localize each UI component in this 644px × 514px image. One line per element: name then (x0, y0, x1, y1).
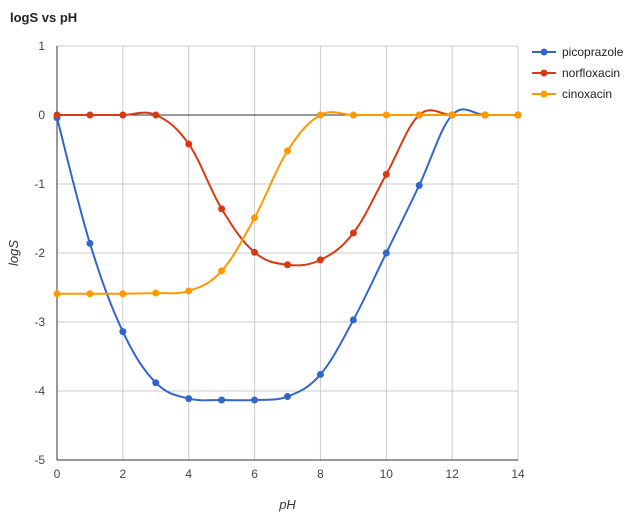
data-point (284, 147, 291, 155)
data-point (349, 111, 357, 119)
data-point (382, 249, 390, 257)
data-point (415, 111, 423, 119)
data-point (218, 205, 226, 213)
data-point (251, 214, 259, 222)
data-point (185, 395, 193, 403)
y-axis-title: logS (6, 240, 21, 266)
x-tick-label: 8 (317, 467, 324, 481)
legend-swatch-dot (540, 48, 548, 56)
x-tick-label: 0 (54, 467, 61, 481)
legend-label: picoprazole (562, 45, 624, 59)
x-tick-label: 10 (380, 467, 394, 481)
data-point (349, 316, 357, 324)
data-point (53, 111, 61, 119)
data-point (119, 290, 127, 298)
data-point (349, 229, 357, 237)
data-point (152, 379, 160, 387)
x-tick-label: 4 (185, 467, 192, 481)
series-lines (53, 108, 522, 404)
data-point (53, 290, 61, 298)
legend-item: norfloxacin (532, 66, 620, 80)
data-point (382, 170, 390, 178)
data-point (251, 396, 259, 404)
data-point (251, 248, 259, 256)
y-tick-label: 1 (38, 39, 45, 53)
x-tick-label: 14 (511, 467, 525, 481)
y-tick-label: 0 (38, 108, 45, 122)
data-point (316, 256, 324, 264)
legend-swatch-dot (540, 69, 548, 77)
data-point (514, 111, 522, 119)
y-tick-label: -2 (34, 246, 45, 260)
data-point (218, 396, 226, 404)
data-point (119, 111, 127, 119)
data-point (316, 370, 324, 378)
x-tick-label: 2 (120, 467, 127, 481)
legend-label: cinoxacin (562, 87, 612, 101)
data-point (415, 181, 423, 189)
y-tick-label: -1 (34, 177, 45, 191)
chart-title: logS vs pH (10, 10, 77, 25)
data-point (86, 239, 94, 247)
data-point (152, 111, 160, 119)
x-tick-label: 12 (445, 467, 459, 481)
data-point (185, 140, 193, 148)
series-line (56, 109, 518, 267)
legend: picoprazole norfloxacin cinoxacin (532, 45, 624, 101)
x-tick-label: 6 (251, 467, 258, 481)
series-norfloxacin (53, 109, 522, 269)
legend-swatch-dot (540, 90, 548, 98)
data-point (284, 393, 291, 401)
data-point (316, 111, 324, 119)
data-point (284, 261, 291, 269)
data-point (448, 111, 456, 119)
series-cinoxacin (53, 111, 522, 298)
y-tick-label: -5 (34, 453, 45, 467)
legend-item: picoprazole (532, 45, 624, 59)
legend-label: norfloxacin (562, 66, 620, 80)
data-point (152, 289, 160, 297)
y-tick-label: -4 (34, 384, 45, 398)
legend-item: cinoxacin (532, 87, 612, 101)
data-point (481, 111, 489, 119)
data-point (86, 111, 94, 119)
data-point (218, 267, 226, 275)
data-point (382, 111, 390, 119)
tick-labels: 10-1-2-3-4-50 2 4 6 8 10 12 14 (34, 39, 525, 481)
data-point (185, 287, 193, 295)
y-tick-label: -3 (34, 315, 45, 329)
data-point (86, 290, 94, 298)
x-axis-title: pH (278, 497, 296, 512)
data-point (119, 328, 127, 336)
